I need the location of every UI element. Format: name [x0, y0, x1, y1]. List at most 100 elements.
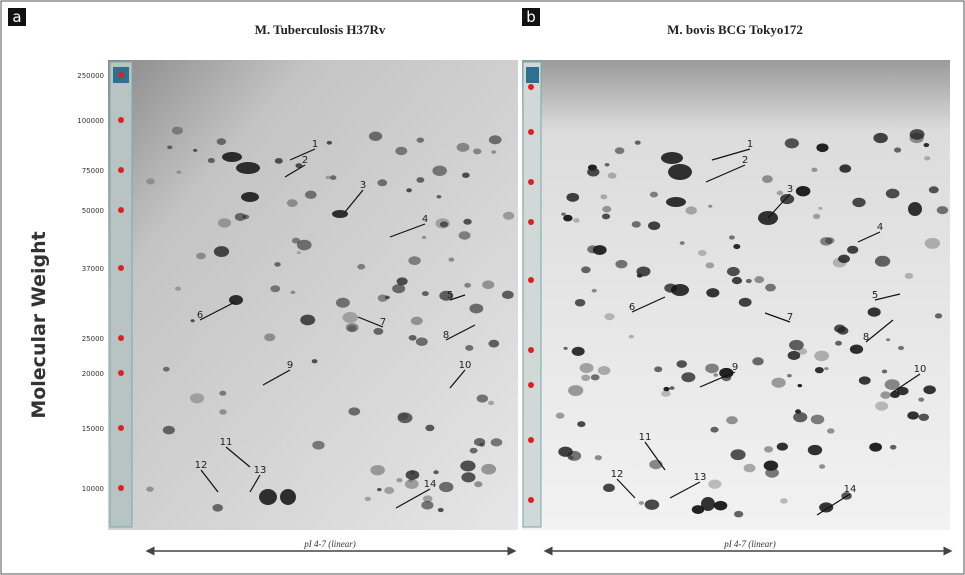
gel-spot: [171, 126, 183, 135]
gel-spot: [563, 214, 573, 222]
gel-spot: [212, 504, 223, 512]
gel-spot: [347, 325, 357, 332]
ladder-dot: [528, 437, 534, 443]
marker-label: 50000: [82, 207, 104, 215]
gel-spot: [885, 188, 900, 199]
gel-spot: [270, 285, 281, 293]
gel-spot: [415, 337, 428, 346]
gel-spot: [295, 163, 303, 169]
panel-label-box: [522, 8, 540, 26]
spot-label: 1: [747, 139, 753, 150]
gel-spot: [875, 401, 889, 411]
gel-spot: [274, 158, 283, 164]
gel-spot: [259, 489, 277, 505]
gel-spot: [487, 400, 495, 406]
gel-spot: [881, 369, 888, 374]
gel-spot: [776, 442, 788, 451]
gel-spot: [705, 363, 719, 374]
gel-spot: [814, 366, 824, 374]
spot-label: 12: [195, 460, 208, 471]
gel-spot: [884, 379, 900, 391]
gel-spot: [469, 303, 484, 314]
gel-spot: [835, 340, 842, 346]
ladder-dot: [118, 167, 124, 173]
gel-spot: [663, 386, 670, 392]
ladder-a: [109, 61, 133, 528]
marker-label: 250000: [77, 72, 104, 80]
y-axis-label: Molecular Weight: [28, 231, 50, 418]
gel-spot: [304, 190, 317, 199]
gel-spot: [719, 367, 734, 379]
gel-spot: [464, 282, 472, 288]
pointer-line: [865, 319, 894, 343]
gel-spot: [291, 237, 301, 244]
gel-spot: [439, 221, 449, 228]
pointer-line: [631, 296, 666, 313]
gel-spot: [679, 241, 685, 245]
gel-spot: [364, 496, 371, 502]
spot-label: 5: [872, 290, 878, 301]
gel-spot: [648, 221, 661, 231]
x-axis-label: pI 4-7 (linear): [303, 539, 356, 549]
gel-spot: [776, 190, 784, 196]
gel-spot: [264, 333, 276, 342]
gel-spot: [731, 276, 743, 285]
spot-label: 4: [422, 214, 428, 225]
gel-spot: [743, 463, 756, 473]
gel-spot: [839, 164, 852, 173]
gel-spot: [473, 148, 482, 155]
spot-label: 5: [447, 290, 453, 301]
gel-spot: [681, 372, 696, 383]
gel-spot: [698, 249, 707, 257]
gel-spot: [603, 483, 615, 493]
gel-spot: [797, 384, 803, 388]
gel-spot: [615, 259, 628, 269]
gel-spot: [818, 206, 823, 210]
gel-spot: [708, 204, 713, 208]
gel-spot: [936, 206, 949, 215]
gel-spot: [488, 339, 500, 348]
gel-spot: [793, 412, 808, 423]
gel-spot: [384, 486, 395, 495]
gel-spot: [566, 192, 580, 202]
gel-spot: [465, 345, 474, 351]
gel-spot: [827, 428, 835, 434]
gel-spot: [167, 145, 173, 150]
gel-spot: [726, 416, 738, 425]
pointer-line: [249, 474, 261, 493]
gel-spot: [461, 472, 476, 483]
gel-spot: [421, 235, 427, 239]
gel-spot: [811, 167, 818, 173]
spot-label: 14: [844, 484, 857, 495]
gel-spot: [614, 147, 625, 155]
gel-spot: [728, 235, 735, 240]
gel-spot: [824, 367, 829, 371]
gel-spot: [590, 374, 600, 381]
gel-spot: [579, 362, 594, 373]
panel-label: a: [12, 8, 21, 26]
gel-spot: [234, 213, 246, 221]
gel-spot: [216, 138, 227, 145]
gel-spot: [219, 390, 227, 396]
gel-spot: [705, 262, 715, 269]
spot-label: 2: [742, 155, 748, 166]
gel-spot: [448, 257, 455, 262]
gel-spot: [706, 288, 720, 298]
gel-spot: [904, 272, 914, 279]
gel-spot: [638, 501, 644, 505]
marker-label: 75000: [82, 167, 104, 175]
gel-spot: [491, 150, 497, 154]
gel-spot: [889, 444, 897, 450]
gel-spot: [476, 394, 489, 403]
gel-spot: [311, 359, 318, 364]
gel-spot: [425, 424, 435, 432]
panel-title: M. Tuberculosis H37Rv: [255, 22, 386, 37]
gel-spot: [789, 339, 804, 351]
ladder-dot: [118, 265, 124, 271]
gel-spot: [814, 350, 830, 362]
gel-spot: [392, 283, 406, 294]
gel-spot: [671, 284, 689, 296]
gel-spot: [676, 360, 688, 368]
gel-spot: [435, 218, 450, 229]
